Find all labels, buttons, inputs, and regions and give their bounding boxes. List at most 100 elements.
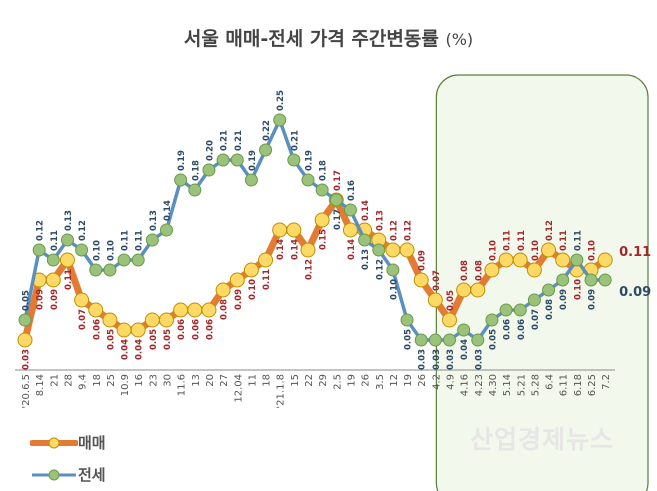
data-label-maemae: 0.05 [106, 329, 116, 350]
x-tick-label: 6.25 [587, 374, 598, 396]
data-label-jeonse: 0.03 [446, 349, 456, 370]
data-label-maemae: 0.14 [276, 239, 286, 260]
data-point-maemae [456, 282, 472, 298]
data-label-maemae: 0.09 [418, 250, 428, 271]
data-label-jeonse: 0.05 [22, 290, 32, 311]
legend-label-jeonse: 전세 [78, 466, 106, 484]
data-label-jeonse: 0.12 [375, 259, 385, 280]
data-point-maemae [286, 222, 302, 238]
data-label-maemae: 0.10 [248, 279, 258, 300]
data-point-maemae [484, 262, 500, 278]
data-point-maemae [144, 312, 160, 328]
data-point-jeonse [428, 333, 442, 347]
data-label-jeonse: 0.03 [432, 349, 442, 370]
data-label-jeonse: 0.05 [488, 329, 498, 350]
data-point-jeonse [485, 313, 499, 327]
x-tick-label: 29 [318, 374, 329, 387]
data-point-jeonse [18, 313, 32, 327]
data-label-maemae: 0.06 [205, 319, 215, 340]
legend-marker-jeonse [32, 469, 76, 480]
data-label-maemae: 0.04 [135, 339, 145, 360]
data-point-jeonse [457, 323, 471, 337]
data-label-jeonse: 0.10 [106, 240, 116, 261]
data-point-maemae [342, 222, 358, 238]
data-point-jeonse [131, 253, 145, 267]
data-point-jeonse [329, 193, 343, 207]
data-point-jeonse [358, 233, 372, 247]
data-point-maemae [399, 242, 415, 258]
data-label-maemae: 0.14 [361, 200, 371, 221]
x-tick-label: '21.1.8 [276, 374, 287, 409]
data-point-maemae [541, 242, 557, 258]
data-label-maemae: 0.14 [347, 239, 357, 260]
data-label-maemae: 0.09 [36, 289, 46, 310]
data-label-jeonse: 0.10 [92, 240, 102, 261]
data-label-maemae: 0.06 [177, 319, 187, 340]
data-label-jeonse: 0.03 [474, 349, 484, 370]
data-label-jeonse: 0.14 [163, 200, 173, 221]
x-tick-label: 19 [403, 374, 414, 387]
data-point-jeonse [400, 313, 414, 327]
data-label-maemae: 0.07 [78, 309, 88, 330]
data-label-jeonse: 0.19 [305, 150, 315, 171]
data-label-maemae: 0.11 [503, 230, 513, 251]
data-label-jeonse: 0.11 [50, 230, 60, 251]
data-label-maemae: 0.08 [220, 299, 230, 320]
x-tick-label: 12 [389, 374, 400, 387]
data-label-maemae: 0.11 [619, 245, 651, 260]
data-point-jeonse [386, 263, 400, 277]
data-label-maemae: 0.10 [588, 240, 598, 261]
data-label-jeonse: 0.05 [404, 329, 414, 350]
data-point-maemae [187, 302, 203, 318]
data-point-jeonse [598, 273, 612, 287]
data-point-maemae [229, 272, 245, 288]
x-tick-label: 23 [148, 374, 159, 387]
data-point-jeonse [188, 183, 202, 197]
x-tick-label: 10.9 [120, 374, 131, 396]
x-tick-label: 6.4 [545, 374, 556, 390]
data-point-maemae [272, 222, 288, 238]
data-label-maemae: 0.12 [389, 220, 399, 241]
x-tick-label: 5.21 [516, 374, 527, 396]
data-label-maemae: 0.04 [121, 339, 131, 360]
data-label-jeonse: 0.13 [64, 210, 74, 231]
data-point-maemae [130, 322, 146, 338]
data-point-jeonse [216, 153, 230, 167]
x-tick-label: 20 [205, 374, 216, 387]
data-label-jeonse: 0.16 [347, 180, 357, 201]
data-label-maemae: 0.05 [163, 329, 173, 350]
chart-title-unit: (%) [445, 30, 474, 49]
data-label-maemae: 0.12 [305, 259, 315, 280]
data-point-maemae [597, 252, 613, 268]
data-label-jeonse: 0.12 [36, 220, 46, 241]
data-label-maemae: 0.12 [404, 220, 414, 241]
data-point-jeonse [230, 153, 244, 167]
x-tick-label: 6.11 [559, 374, 570, 396]
data-point-maemae [526, 262, 542, 278]
data-point-jeonse [202, 163, 216, 177]
x-tick-label: 26 [417, 374, 428, 387]
legend-item-jeonse: 전세 [30, 464, 106, 485]
x-tick-label: 5.28 [530, 374, 541, 396]
data-label-jeonse: 0.25 [276, 90, 286, 111]
data-label-jeonse: 0.07 [531, 309, 541, 330]
x-tick-label: 19 [346, 374, 357, 387]
data-point-maemae [74, 292, 90, 308]
data-point-jeonse [315, 183, 329, 197]
x-tick-label: 21 [49, 374, 60, 387]
data-point-jeonse [584, 273, 598, 287]
data-label-maemae: 0.10 [573, 279, 583, 300]
data-label-jeonse: 0.21 [290, 130, 300, 151]
data-label-jeonse: 0.09 [619, 285, 651, 300]
data-point-maemae [258, 252, 274, 268]
data-point-jeonse [301, 173, 315, 187]
chart-title-text: 서울 매매-전세 가격 주간변동률 [183, 28, 439, 50]
data-point-maemae [314, 212, 330, 228]
data-label-maemae: 0.10 [488, 240, 498, 261]
x-tick-label: 5.14 [502, 374, 513, 396]
data-point-jeonse [499, 303, 513, 317]
data-point-jeonse [343, 203, 357, 217]
data-label-jeonse: 0.06 [503, 319, 513, 340]
